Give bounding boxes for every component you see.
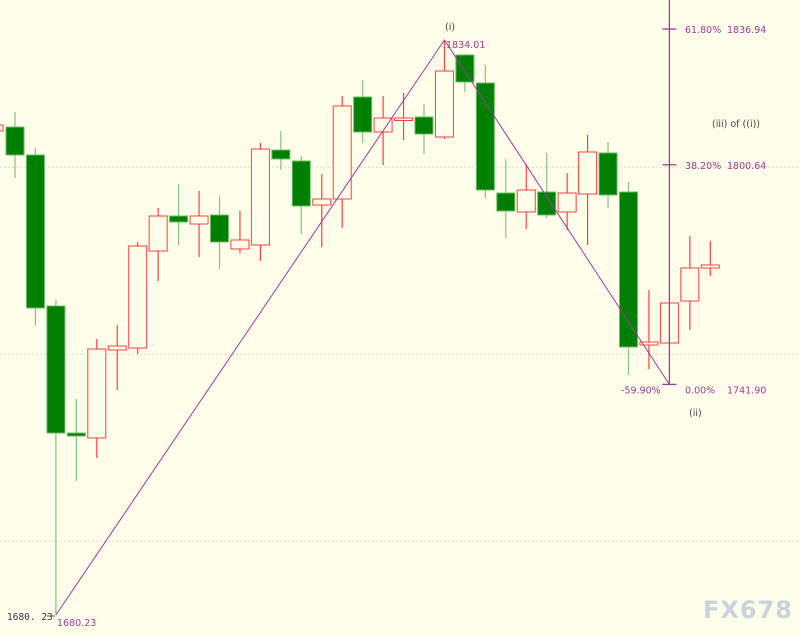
wave-label-ii: (ii)	[689, 408, 702, 419]
low-price-label: 1680.23	[57, 618, 96, 629]
candle-body	[475, 82, 495, 191]
candle-body	[0, 124, 4, 132]
candle-body	[87, 348, 107, 439]
candle-body	[598, 152, 618, 196]
candle-body	[25, 154, 45, 309]
candle-body	[537, 191, 557, 216]
candle-body	[332, 105, 352, 200]
candle-body	[5, 126, 25, 156]
candle-body	[700, 264, 720, 269]
candle-body	[128, 245, 148, 349]
candle-body	[230, 239, 250, 250]
fib-level-percent: 0.00%	[685, 385, 715, 396]
candle-body	[312, 198, 332, 206]
candle-body	[414, 116, 434, 135]
candle-body	[455, 54, 475, 83]
candle-body	[189, 215, 209, 225]
candle-body	[353, 96, 373, 133]
candle-body	[46, 305, 66, 434]
candle-body	[496, 192, 516, 212]
candle-body	[578, 151, 598, 195]
high-price-label: 1834.01	[446, 40, 485, 51]
wave-zigzag-line	[55, 39, 670, 616]
low-price-marker: 1680. 23	[7, 612, 53, 623]
candle-body	[148, 215, 168, 252]
candle-body	[619, 191, 638, 348]
fib-level-percent: 61.80%	[685, 25, 721, 36]
watermark-logo: FX678	[703, 596, 793, 624]
fib-level-value: 1836.94	[727, 25, 766, 36]
candle-body	[271, 149, 291, 160]
candle-body	[66, 432, 86, 437]
fib-level-percent: 38.20%	[685, 161, 721, 172]
candle-body	[291, 160, 311, 207]
fib-extension-label: -59.90%	[621, 385, 661, 396]
candle-body	[434, 70, 454, 138]
candle-body	[373, 117, 393, 133]
wave-label-i: (i)	[445, 22, 455, 33]
candle-body	[680, 267, 700, 302]
fib-level-value: 1741.90	[727, 385, 766, 396]
candle-body	[394, 117, 414, 122]
fib-level-value: 1800.64	[727, 161, 766, 172]
candle-body	[250, 148, 270, 246]
candle-body	[639, 341, 659, 346]
wave-label-iii: (iii) of ((i))	[712, 119, 760, 130]
candle-body	[516, 189, 536, 213]
candle-body	[210, 214, 229, 243]
candle-body	[169, 215, 189, 223]
candle-body	[557, 192, 577, 213]
candle-body	[107, 345, 127, 351]
